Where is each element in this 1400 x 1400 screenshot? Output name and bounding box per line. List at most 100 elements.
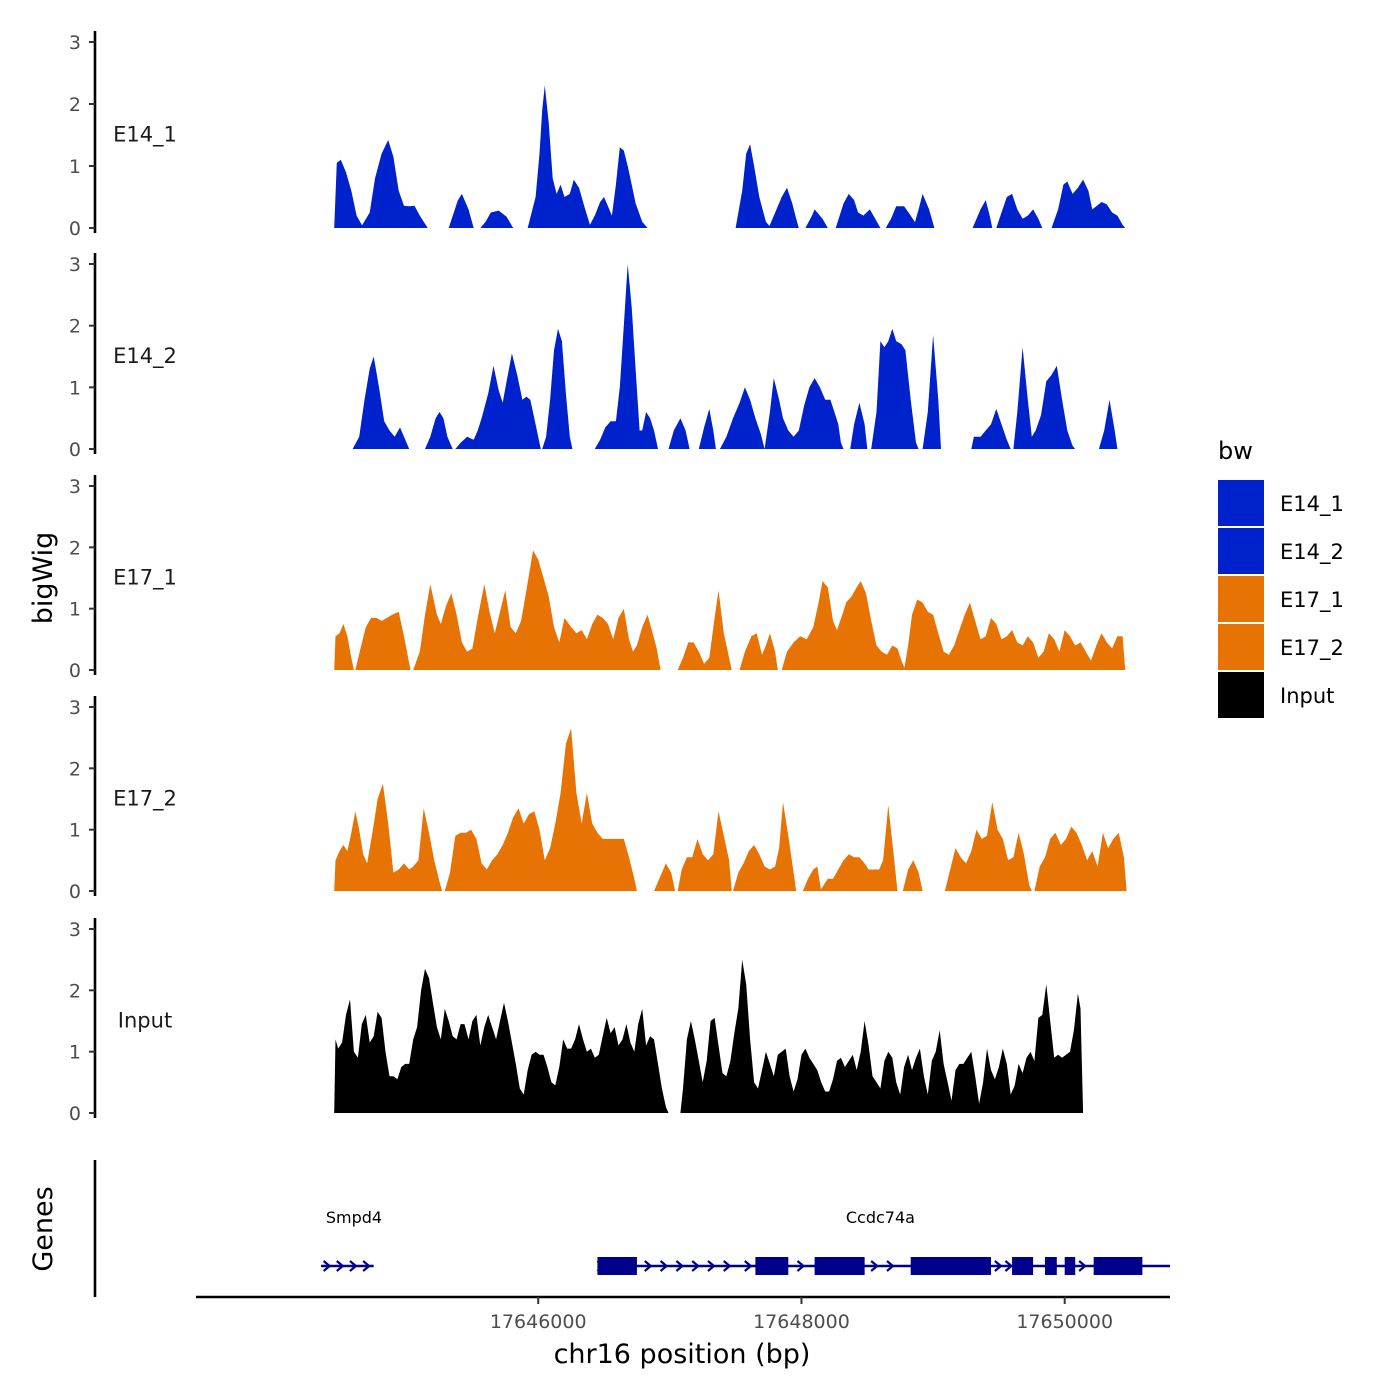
coverage-area-E17_2 (819, 805, 898, 891)
coverage-area-E17_2 (654, 863, 676, 891)
coverage-area-E14_1 (996, 193, 1043, 228)
gene-exon (1044, 1257, 1057, 1275)
coverage-area-E14_2 (668, 418, 690, 449)
coverage-area-E14_1 (480, 210, 514, 228)
y-tick-label: 2 (69, 537, 81, 559)
track-E14_1: 0 1 2 3 E14_1 (69, 31, 1126, 240)
gene-exon (1093, 1257, 1143, 1275)
gene-exon (755, 1257, 789, 1275)
legend-label: E14_1 (1280, 492, 1344, 517)
track-Input: 0 1 2 3 Input (69, 918, 1084, 1125)
y-tick-label: 2 (69, 316, 81, 338)
y-tick-label: 1 (69, 599, 81, 621)
gene-label: Smpd4 (326, 1208, 382, 1227)
y-tick-label: 1 (69, 820, 81, 842)
y-tick-label: 1 (69, 156, 81, 178)
legend-label: E14_2 (1280, 540, 1344, 565)
genes-axis-title: Genes (28, 1186, 59, 1271)
coverage-area-E17_1 (904, 599, 1126, 670)
legend-swatch (1218, 624, 1264, 670)
coverage-area-E14_1 (360, 140, 428, 228)
coverage-area-E14_2 (719, 387, 765, 449)
coverage-area-Input (680, 959, 1084, 1113)
coverage-area-E14_1 (835, 193, 881, 228)
legend-swatch (1218, 480, 1264, 526)
track-label: E17_1 (113, 566, 177, 591)
track-label: E14_1 (113, 123, 177, 148)
coverage-area-E17_2 (677, 811, 732, 891)
coverage-area-E14_2 (455, 353, 541, 449)
legend-label: Input (1280, 684, 1334, 708)
x-axis-title: chr16 position (bp) (554, 1339, 811, 1370)
y-tick-label: 3 (69, 254, 81, 276)
x-tick-label: 17650000 (1016, 1311, 1113, 1333)
coverage-area-E17_2 (902, 860, 923, 891)
strand-arrow (707, 1260, 716, 1272)
strand-arrow (659, 1260, 669, 1272)
coverage-area-E17_2 (944, 802, 1032, 891)
coverage-area-E17_1 (677, 590, 732, 670)
legend: bw E14_1 E14_2 E17_1 E17_2 Input (1218, 437, 1344, 718)
coverage-area-E14_2 (922, 334, 941, 449)
strand-arrow (723, 1260, 732, 1272)
y-tick-label: 3 (69, 697, 81, 719)
strand-arrow (322, 1260, 332, 1272)
coverage-area-E14_1 (588, 147, 648, 228)
legend-label: E17_1 (1280, 588, 1344, 613)
strand-arrow (1078, 1260, 1087, 1272)
y-tick-label: 1 (69, 377, 81, 399)
coverage-area-E17_2 (1034, 826, 1127, 891)
y-tick-label: 1 (69, 1042, 81, 1064)
strand-arrow (886, 1260, 895, 1272)
track-label: Input (118, 1009, 172, 1033)
x-tick-label: 17648000 (753, 1311, 850, 1333)
gene-exon (910, 1257, 991, 1275)
strand-arrow (336, 1260, 345, 1272)
coverage-area-E17_1 (355, 611, 411, 670)
gene-track: Smpd4 Ccdc74a (93, 1160, 1170, 1297)
coverage-area-E14_2 (1013, 347, 1076, 449)
strand-arrow (1004, 1260, 1014, 1272)
strand-arrow (596, 1260, 606, 1272)
strand-arrow (744, 1260, 753, 1272)
coverage-area-E14_1 (1051, 179, 1126, 228)
coverage-area-E17_1 (781, 581, 906, 670)
x-axis: 17646000 17648000 17650000 (196, 1295, 1170, 1333)
strand-arrow (994, 1260, 1003, 1272)
coverage-area-E14_1 (805, 209, 828, 228)
coverage-area-E14_1 (768, 187, 799, 228)
strand-arrow (796, 1260, 806, 1272)
coverage-area-E14_2 (971, 408, 1011, 449)
track-E17_1: 0 1 2 3 E17_1 (69, 475, 1126, 682)
y-tick-label: 0 (69, 439, 81, 461)
strand-arrow (644, 1260, 653, 1272)
coverage-area-E17_2 (802, 866, 822, 891)
y-tick-label: 2 (69, 758, 81, 780)
gene-exon (597, 1257, 637, 1275)
y-tick-label: 0 (69, 881, 81, 903)
coverage-area-E17_2 (444, 728, 637, 891)
coverage-area-E14_2 (850, 402, 868, 449)
coverage-area-E14_1 (735, 144, 772, 228)
track-E14_2: 0 1 2 3 E14_2 (69, 253, 1118, 461)
legend-swatch (1218, 576, 1264, 622)
y-tick-label: 0 (69, 660, 81, 682)
gene-exon (1012, 1257, 1034, 1275)
coverage-area-E17_1 (334, 624, 354, 670)
coverage-area-E17_1 (739, 633, 778, 670)
coverage-area-E14_1 (972, 200, 993, 228)
strand-arrow (362, 1260, 371, 1272)
y-tick-label: 0 (69, 1103, 81, 1125)
gene-exon (1064, 1257, 1076, 1275)
y-tick-label: 2 (69, 94, 81, 116)
coverage-area-E14_2 (871, 328, 919, 449)
bigwig-tracks: 0 1 2 3 E14_1 0 1 2 3 E14_2 0 1 2 3 E17_1 0 1 2 3 E17_2 0 1 2 3… (69, 31, 1127, 1125)
coverage-area-E14_1 (334, 159, 366, 228)
coverage-area-E14_1 (448, 193, 474, 228)
coverage-area-E17_2 (733, 802, 797, 891)
y-tick-label: 0 (69, 218, 81, 240)
y-axis-title: bigWig (28, 532, 59, 625)
legend-swatch (1218, 672, 1264, 718)
strand-arrow (675, 1260, 685, 1272)
